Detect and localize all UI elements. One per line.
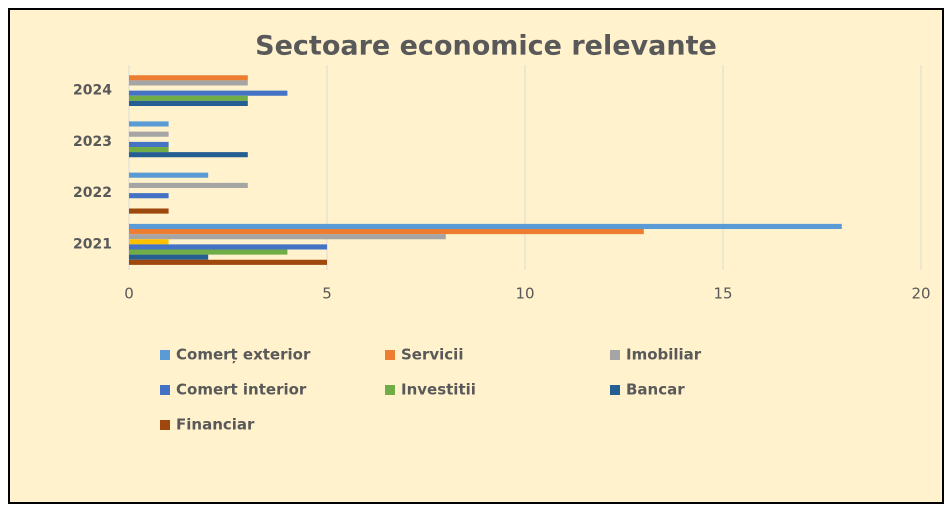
bar <box>129 239 169 245</box>
legend-label: Servicii <box>401 346 463 364</box>
legend-label: Financiar <box>176 416 255 434</box>
bar <box>129 249 288 255</box>
y-tick-label: 2024 <box>73 83 112 99</box>
bar <box>129 193 169 199</box>
bar <box>129 259 327 265</box>
legend-label: Bancar <box>626 381 685 399</box>
legend-swatch <box>160 385 170 395</box>
bar <box>129 80 248 86</box>
legend-swatch <box>610 385 620 395</box>
legend-label: Comert interior <box>176 381 307 399</box>
legend-swatch <box>385 350 395 360</box>
bar <box>129 172 209 178</box>
bar <box>129 182 248 188</box>
legend-label: Investitii <box>401 381 476 399</box>
bar <box>129 90 288 96</box>
bar <box>129 121 169 127</box>
y-tick-label: 2021 <box>73 236 112 252</box>
legend-swatch <box>385 385 395 395</box>
bar <box>129 223 842 229</box>
legend-label: Comerț exterior <box>176 346 311 364</box>
bar <box>129 141 169 147</box>
x-tick-label: 10 <box>515 285 534 303</box>
y-tick-label: 2023 <box>73 134 112 150</box>
x-tick-label: 5 <box>322 285 332 303</box>
bar <box>129 147 169 153</box>
legend-swatch <box>610 350 620 360</box>
x-tick-label: 15 <box>713 285 732 303</box>
bar <box>129 234 446 240</box>
x-tick-label: 0 <box>124 285 134 303</box>
bar <box>129 100 248 106</box>
bar <box>129 152 248 158</box>
legend-swatch <box>160 350 170 360</box>
x-tick-label: 20 <box>911 285 930 303</box>
bar <box>129 254 209 260</box>
y-tick-label: 2022 <box>73 185 112 201</box>
bar <box>129 131 169 137</box>
bar <box>129 244 327 250</box>
chart-title: Sectoare economice relevante <box>255 31 717 62</box>
legend-swatch <box>160 420 170 430</box>
bar <box>129 75 248 81</box>
bar <box>129 229 644 235</box>
bar <box>129 208 169 214</box>
legend-label: Imobiliar <box>626 346 702 364</box>
bar <box>129 95 248 101</box>
